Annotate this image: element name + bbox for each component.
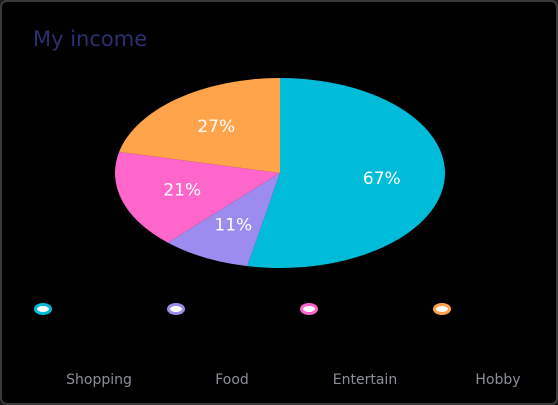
slice-label: 27% [197, 117, 235, 137]
card-title: My income [33, 27, 147, 51]
legend-marker [167, 303, 185, 315]
legend-marker [34, 303, 52, 315]
legend-label: Hobby [475, 372, 520, 388]
legend-marker [433, 303, 451, 315]
slice-label: 21% [163, 180, 201, 200]
pie-slice [119, 78, 280, 173]
pie-slice [167, 173, 280, 267]
legend-marker [300, 303, 318, 315]
legend-label: Entertain [333, 372, 397, 388]
legend-label: Food [215, 372, 249, 388]
pie-slice [114, 151, 280, 243]
slice-label: 11% [214, 215, 252, 235]
pie-slice [247, 78, 445, 268]
slice-label: 67% [363, 169, 401, 189]
legend-label: Shopping [66, 372, 132, 388]
